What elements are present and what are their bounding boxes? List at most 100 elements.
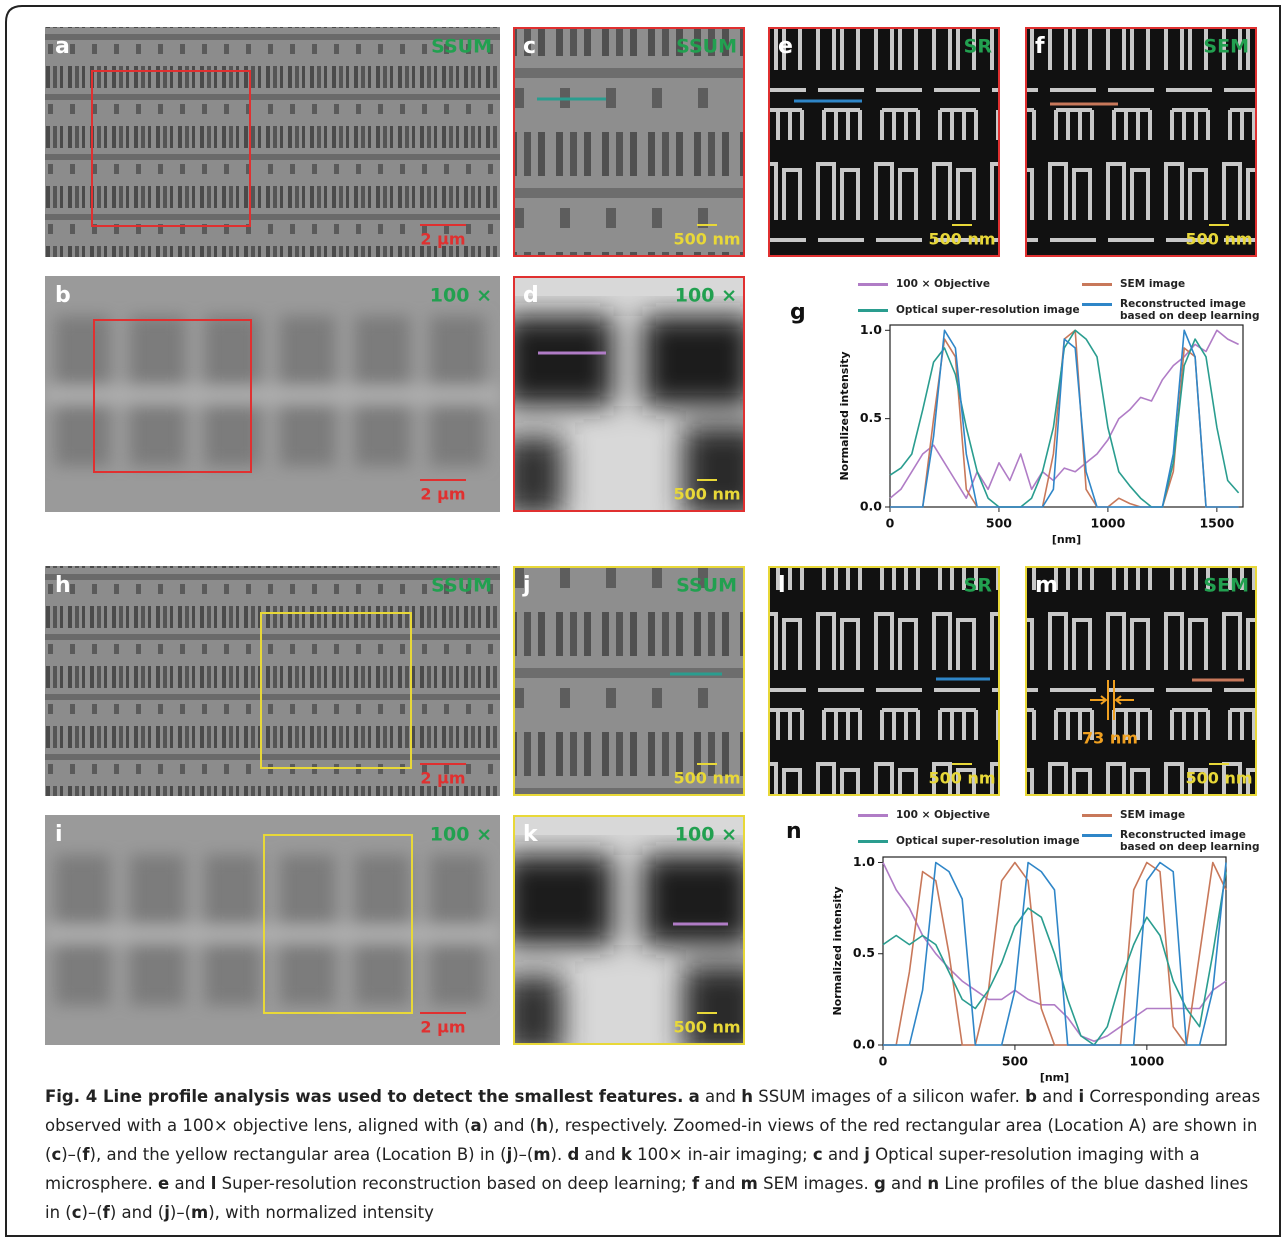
legend-swatch	[1082, 814, 1112, 817]
y-tick-label: 1.0	[860, 322, 882, 337]
scale-label: 2 µm	[420, 1018, 465, 1037]
image-panel	[45, 815, 500, 1045]
panel-letter: j	[522, 573, 531, 598]
caption-run: h	[536, 1116, 548, 1135]
chart-letter: g	[790, 300, 806, 325]
x-tick-label: 0	[886, 516, 895, 531]
annotation: 73 nm	[1082, 729, 1138, 748]
y-tick-label: 1.0	[853, 854, 875, 869]
caption-run: ).	[551, 1145, 568, 1164]
y-tick-label: 0.0	[853, 1037, 875, 1052]
scale-label: 500 nm	[673, 485, 740, 504]
panel-letter: c	[523, 34, 536, 59]
panel-label: 100 ×	[675, 824, 737, 846]
caption-run: ), and the yellow rectangular area (Loca…	[90, 1145, 507, 1164]
dark-block	[643, 855, 753, 945]
legend-swatch	[858, 283, 888, 286]
caption-run: and	[699, 1174, 741, 1193]
panel-letter: h	[55, 573, 71, 598]
legend-label: Optical super-resolution image	[896, 304, 1080, 316]
panel-letter: i	[55, 822, 63, 847]
caption-run: )–(	[170, 1203, 191, 1222]
panel-letter: k	[523, 822, 539, 847]
micrograph	[45, 27, 500, 257]
caption-run: a	[689, 1087, 700, 1106]
chart-letter: n	[786, 819, 802, 844]
x-tick-label: 0	[879, 1054, 888, 1069]
scale-label: 500 nm	[673, 1018, 740, 1037]
caption-run: and	[579, 1145, 621, 1164]
caption-run: b	[1025, 1087, 1037, 1106]
caption-run: 100× in-air imaging;	[632, 1145, 813, 1164]
caption-run: ) and (	[482, 1116, 536, 1135]
caption-run: a	[471, 1116, 482, 1135]
blur-band	[45, 386, 500, 404]
legend-label: 100 × Objective	[896, 809, 990, 821]
legend-swatch	[858, 309, 888, 312]
panel-label: SSUM	[431, 36, 492, 58]
caption-run: )–(	[61, 1145, 82, 1164]
scale-label: 500 nm	[673, 769, 740, 788]
caption-run: and	[886, 1174, 928, 1193]
y-axis-label: Normalized intensity	[831, 886, 844, 1015]
x-tick-label: 1000	[1129, 1054, 1164, 1069]
caption-run: Super-resolution reconstruction based on…	[216, 1174, 692, 1193]
blur-band	[45, 925, 500, 943]
panel-label: 100 ×	[675, 285, 737, 307]
panel-label: SSUM	[431, 575, 492, 597]
image-panel	[45, 276, 500, 512]
panel-letter: e	[778, 34, 793, 59]
scale-label: 500 nm	[1185, 230, 1252, 249]
panel-label: SR	[964, 575, 993, 597]
legend-swatch	[1082, 834, 1112, 837]
scale-label: 2 µm	[420, 485, 465, 504]
dark-block	[503, 316, 613, 406]
panel-letter: f	[1035, 34, 1045, 59]
panel-label: SSUM	[676, 575, 737, 597]
panel-letter: a	[55, 34, 70, 59]
panel-label: SR	[964, 36, 993, 58]
x-tick-label: 500	[1002, 1054, 1028, 1069]
caption-run: f	[82, 1145, 89, 1164]
caption-run: and	[823, 1145, 865, 1164]
legend-label: Reconstructed image based on deep learni…	[1120, 298, 1259, 322]
image-panel	[1025, 27, 1257, 257]
micrograph	[768, 27, 1000, 257]
caption-run: c	[813, 1145, 823, 1164]
x-tick-label: 1500	[1199, 516, 1234, 531]
caption-run: m	[191, 1203, 208, 1222]
micrograph	[513, 27, 745, 257]
panel-letter: m	[1035, 573, 1058, 598]
caption-run: SEM images.	[758, 1174, 874, 1193]
caption-run: d	[567, 1145, 579, 1164]
panel-label: SEM	[1203, 36, 1249, 58]
caption-run: c	[72, 1203, 82, 1222]
caption-run: n	[927, 1174, 939, 1193]
micrograph	[768, 566, 1000, 796]
legend-swatch	[858, 814, 888, 817]
legend-item: 100 × Objective	[858, 278, 990, 290]
scale-label: 2 µm	[420, 230, 465, 249]
x-tick-label: 500	[986, 516, 1012, 531]
y-axis-label: Normalized intensity	[838, 351, 851, 480]
image-panel	[768, 566, 1000, 796]
caption-run: )–(	[512, 1145, 533, 1164]
caption-run: )–(	[82, 1203, 103, 1222]
series-line	[890, 330, 1239, 507]
y-tick-label: 0.0	[860, 499, 882, 514]
caption-run: ) and (	[110, 1203, 164, 1222]
legend-label: SEM image	[1120, 809, 1185, 821]
legend-label: SEM image	[1120, 278, 1185, 290]
dark-block	[643, 316, 753, 406]
caption-run: m	[741, 1174, 758, 1193]
image-panel	[45, 566, 500, 796]
caption-run: h	[741, 1087, 753, 1106]
micrograph	[513, 566, 745, 796]
caption-run: f	[103, 1203, 110, 1222]
dark-block	[503, 436, 563, 516]
panel-label: 100 ×	[430, 285, 492, 307]
micrograph	[45, 566, 500, 796]
panel-label: 100 ×	[430, 824, 492, 846]
caption-run: and	[169, 1174, 211, 1193]
legend-item: Reconstructed image based on deep learni…	[1082, 829, 1259, 853]
